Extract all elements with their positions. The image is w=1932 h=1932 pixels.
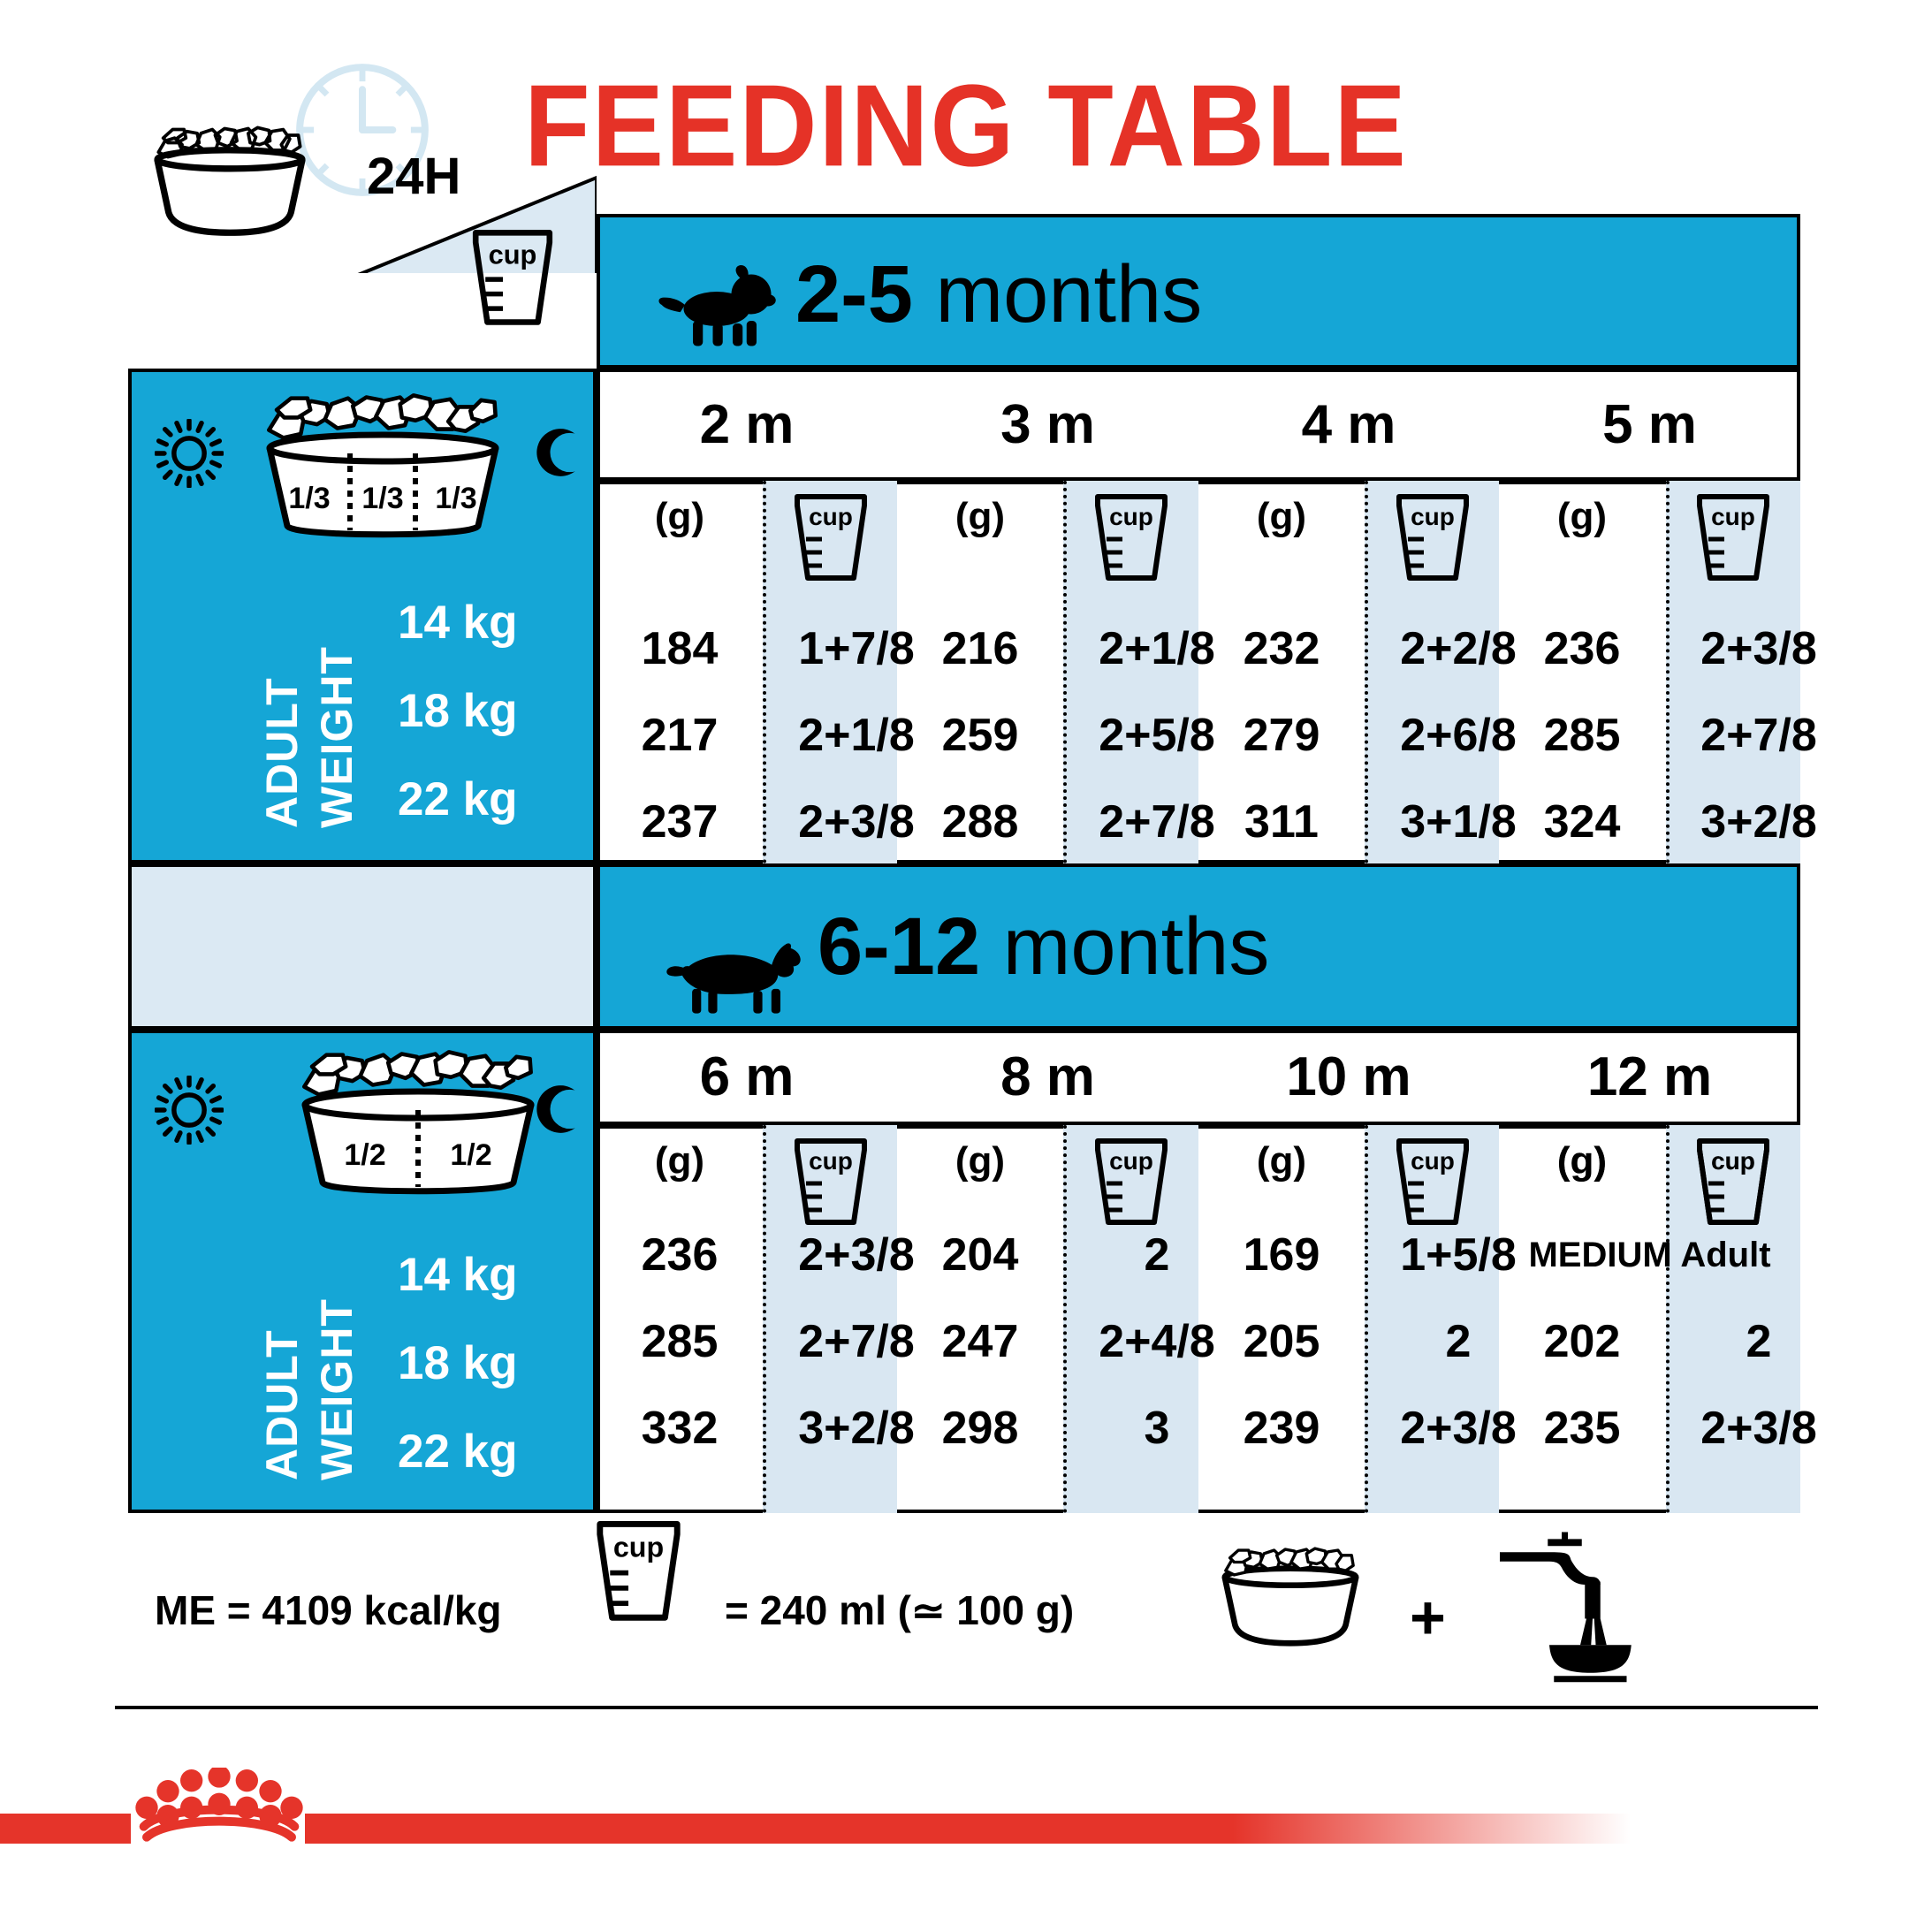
- svg-text:cup: cup: [1109, 503, 1153, 530]
- svg-text:1/3: 1/3: [435, 482, 476, 515]
- svg-text:cup: cup: [1711, 503, 1755, 530]
- svg-text:cup: cup: [1109, 1147, 1153, 1175]
- svg-text:cup: cup: [809, 503, 853, 530]
- svg-text:1/2: 1/2: [450, 1138, 491, 1172]
- svg-text:1/3: 1/3: [288, 482, 330, 515]
- svg-text:cup: cup: [613, 1531, 664, 1563]
- svg-text:cup: cup: [489, 240, 537, 270]
- svg-text:cup: cup: [1411, 1147, 1455, 1175]
- svg-text:1/2: 1/2: [344, 1138, 385, 1172]
- svg-text:cup: cup: [809, 1147, 853, 1175]
- svg-text:cup: cup: [1411, 503, 1455, 530]
- svg-text:1/3: 1/3: [361, 482, 403, 515]
- svg-text:cup: cup: [1711, 1147, 1755, 1175]
